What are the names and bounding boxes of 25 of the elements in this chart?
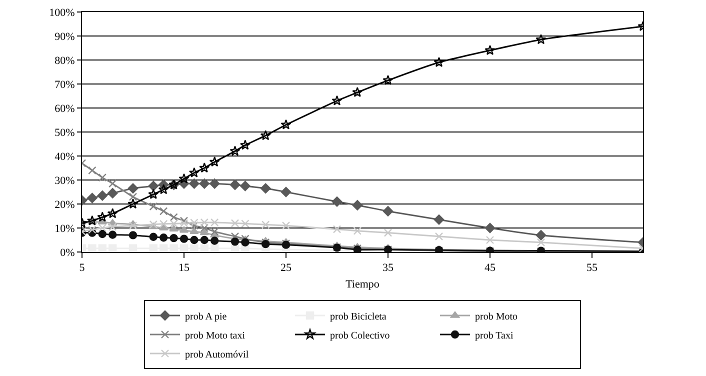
x-tick-label: 5 — [79, 262, 86, 274]
y-tick-label: 90% — [54, 30, 75, 43]
legend-label: prob Taxi — [475, 330, 514, 342]
x-tick-label: 35 — [382, 262, 394, 274]
y-tick-label: 60% — [54, 102, 75, 115]
y-tick-label: 0% — [60, 246, 75, 259]
y-tick-label: 40% — [54, 150, 75, 163]
legend-label: prob Moto — [475, 311, 518, 322]
legend-label: prob Bicicleta — [330, 311, 387, 322]
legend-label: prob A pie — [185, 311, 228, 322]
x-axis-title: Tiempo — [346, 278, 380, 290]
y-tick-label: 100% — [49, 6, 75, 19]
y-tick-label: 30% — [54, 174, 75, 187]
y-tick-label: 50% — [54, 126, 75, 139]
legend-label: prob Moto taxi — [185, 330, 246, 342]
x-tick-label: 55 — [586, 262, 598, 274]
y-tick-label: 80% — [54, 54, 75, 67]
x-tick-label: 25 — [280, 262, 292, 274]
x-tick-label: 45 — [484, 262, 496, 274]
y-tick-label: 20% — [54, 198, 75, 211]
legend-label: prob Colectivo — [330, 330, 390, 342]
y-tick-label: 70% — [54, 78, 75, 91]
x-tick-label: 15 — [178, 262, 190, 274]
y-tick-label: 10% — [54, 222, 75, 235]
legend-label: prob Automóvil — [185, 349, 249, 360]
